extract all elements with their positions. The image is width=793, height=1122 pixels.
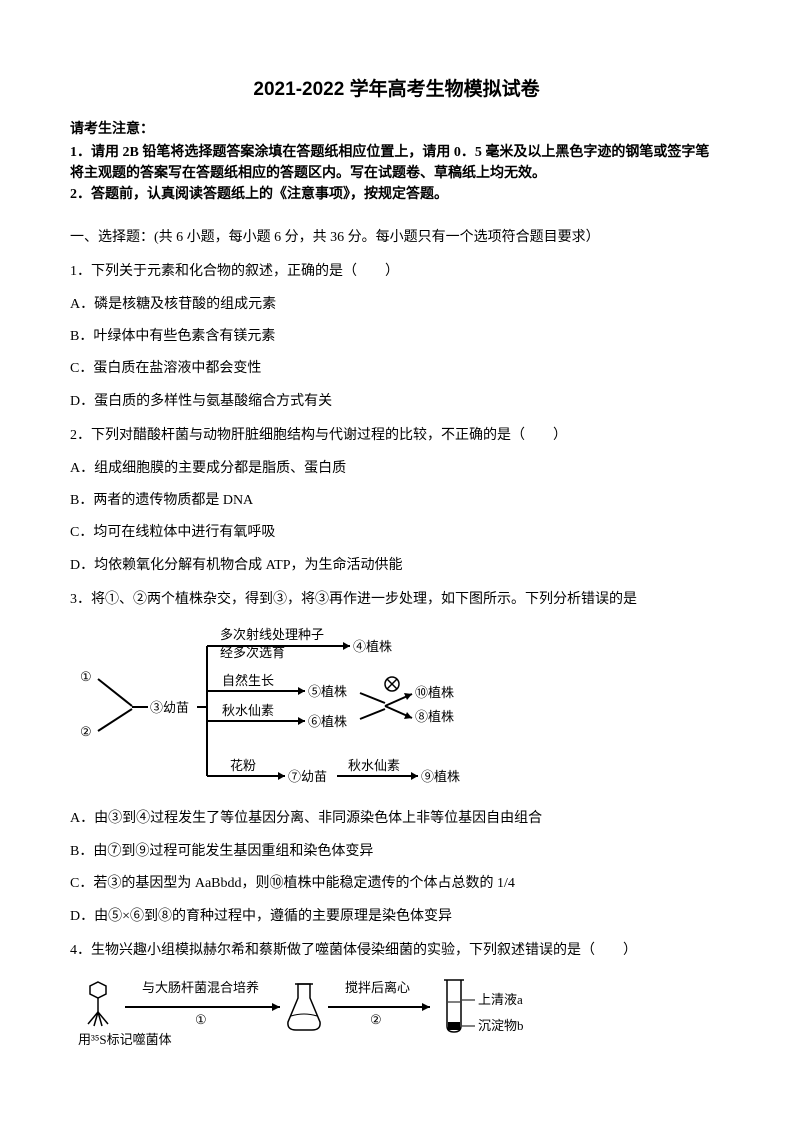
phage-icon [88, 982, 108, 1026]
q1-option-b: B．叶绿体中有些色素含有镁元素 [70, 326, 723, 348]
q1-option-c: C．蛋白质在盐溶液中都会变性 [70, 358, 723, 380]
q4-stem: 4．生物兴趣小组模拟赫尔希和蔡斯做了噬菌体侵染细菌的实验，下列叙述错误的是（ ） [70, 940, 723, 962]
node-10: ⑩植株 [415, 685, 454, 700]
path2-label: 自然生长 [222, 673, 274, 688]
q3-stem: 3．将①、②两个植株杂交，得到③，将③再作进一步处理，如下图所示。下列分析错误的… [70, 589, 723, 611]
step2-num: ② [370, 1012, 382, 1027]
q3-diagram: ① ② ③幼苗 多次射线处理种子 经多次选育 ④植株 自然生长 ⑤植株 秋水仙素… [70, 621, 723, 796]
notice-line-1: 1．请用 2B 铅笔将选择题答案涂填在答题纸相应位置上，请用 0．5 毫米及以上… [70, 142, 723, 184]
phage-label: 用³⁵S标记噬菌体 [78, 1032, 172, 1047]
node-9: ⑨植株 [421, 769, 460, 784]
notice-line-2: 2．答题前，认真阅读答题纸上的《注意事项》，按规定答题。 [70, 184, 723, 205]
node-7: ⑦幼苗 [288, 769, 327, 784]
path3-label: 秋水仙素 [222, 703, 274, 718]
exam-title: 2021-2022 学年高考生物模拟试卷 [70, 75, 723, 105]
q2-option-a: A．组成细胞膜的主要成分都是脂质、蛋白质 [70, 458, 723, 480]
node-6: ⑥植株 [308, 714, 347, 729]
q2-option-d: D．均依赖氧化分解有机物合成 ATP，为生命活动供能 [70, 555, 723, 577]
notice-header: 请考生注意： [70, 119, 723, 141]
node-8: ⑧植株 [415, 709, 454, 724]
node-3: ③幼苗 [150, 700, 189, 715]
node-1: ① [80, 669, 92, 684]
q2-option-b: B．两者的遗传物质都是 DNA [70, 490, 723, 512]
path1-sub: 经多次选育 [220, 645, 285, 660]
step1-label: 与大肠杆菌混合培养 [142, 980, 259, 995]
step2-label: 搅拌后离心 [345, 980, 410, 995]
q3-option-d: D．由⑤×⑥到⑧的育种过程中，遵循的主要原理是染色体变异 [70, 906, 723, 928]
supernatant-label: 上清液a [478, 992, 523, 1007]
path4-label: 花粉 [230, 758, 256, 773]
path1-label: 多次射线处理种子 [220, 627, 324, 642]
q2-stem: 2．下列对醋酸杆菌与动物肝脏细胞结构与代谢过程的比较，不正确的是（ ） [70, 425, 723, 447]
node-4: ④植株 [353, 639, 392, 654]
q1-option-a: A．磷是核糖及核苷酸的组成元素 [70, 294, 723, 316]
q3-option-c: C．若③的基因型为 AaBbdd，则⑩植株中能稳定遗传的个体占总数的 1/4 [70, 873, 723, 895]
q1-stem: 1．下列关于元素和化合物的叙述，正确的是（ ） [70, 261, 723, 283]
section-1-header: 一、选择题：(共 6 小题，每小题 6 分，共 36 分。每小题只有一个选项符合… [70, 227, 723, 249]
q4-diagram: 用³⁵S标记噬菌体 与大肠杆菌混合培养 ① 搅拌后离心 ② 上清液a 沉淀物b [70, 972, 723, 1070]
step1-num: ① [195, 1012, 207, 1027]
node-5: ⑤植株 [308, 684, 347, 699]
q3-option-a: A．由③到④过程发生了等位基因分离、非同源染色体上非等位基因自由组合 [70, 808, 723, 830]
path5-label: 秋水仙素 [348, 758, 400, 773]
q2-option-c: C．均可在线粒体中进行有氧呼吸 [70, 522, 723, 544]
flask-icon [288, 984, 320, 1030]
q1-option-d: D．蛋白质的多样性与氨基酸缩合方式有关 [70, 391, 723, 413]
q3-option-b: B．由⑦到⑨过程可能发生基因重组和染色体变异 [70, 841, 723, 863]
pellet-label: 沉淀物b [478, 1018, 524, 1033]
node-2: ② [80, 724, 92, 739]
tube-icon [444, 980, 464, 1032]
